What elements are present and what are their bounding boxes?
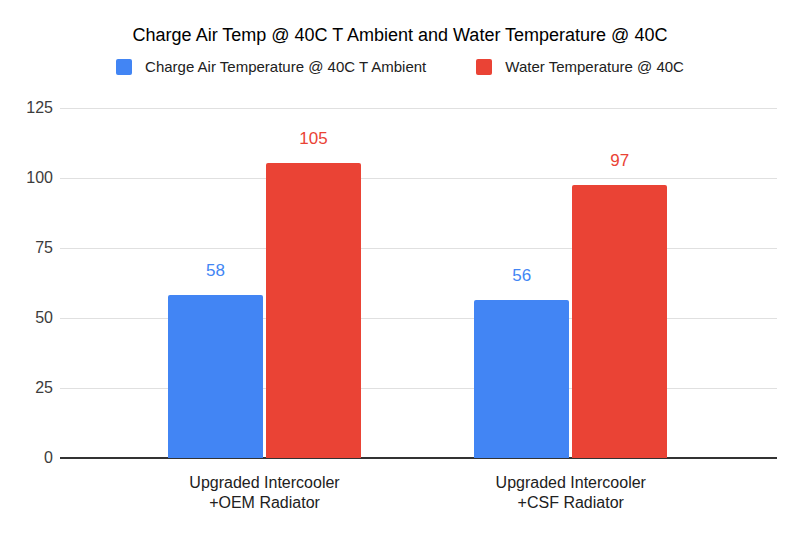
y-axis-tick-label: 100: [0, 168, 53, 188]
x-axis-category-line: +CSF Radiator: [441, 493, 701, 513]
bar-charge-air-temperature-4-1[interactable]: [474, 300, 569, 458]
x-axis-category-label: Upgraded Intercooler+OEM Radiator: [135, 473, 395, 513]
chart-canvas: Charge Air Temp @ 40C T Ambient and Wate…: [0, 0, 800, 533]
bar-water-temperature-40c-1[interactable]: [572, 185, 667, 458]
bar-value-label: 56: [474, 266, 569, 286]
bar-value-label: 105: [266, 129, 361, 149]
y-axis-tick-label: 0: [0, 448, 53, 468]
x-axis-category-line: Upgraded Intercooler: [135, 473, 395, 493]
y-axis-tick-label: 25: [0, 378, 53, 398]
y-axis-tick-label: 50: [0, 308, 53, 328]
plot-area: 0 25 50 75 100 125 58 56 105 97 Upgraded Intercool…: [0, 0, 800, 533]
bar-water-temperature-40c-0[interactable]: [266, 163, 361, 458]
bar-value-label: 97: [572, 151, 667, 171]
x-axis-category-line: Upgraded Intercooler: [441, 473, 701, 493]
gridline: [60, 178, 777, 179]
gridline: [60, 108, 777, 109]
bar-value-label: 58: [168, 261, 263, 281]
y-axis-tick-label: 75: [0, 238, 53, 258]
gridline: [60, 248, 777, 249]
x-axis-category-label: Upgraded Intercooler+CSF Radiator: [441, 473, 701, 513]
x-axis-category-line: +OEM Radiator: [135, 493, 395, 513]
y-axis-tick-label: 125: [0, 98, 53, 118]
bar-charge-air-temperature-4-0[interactable]: [168, 295, 263, 458]
